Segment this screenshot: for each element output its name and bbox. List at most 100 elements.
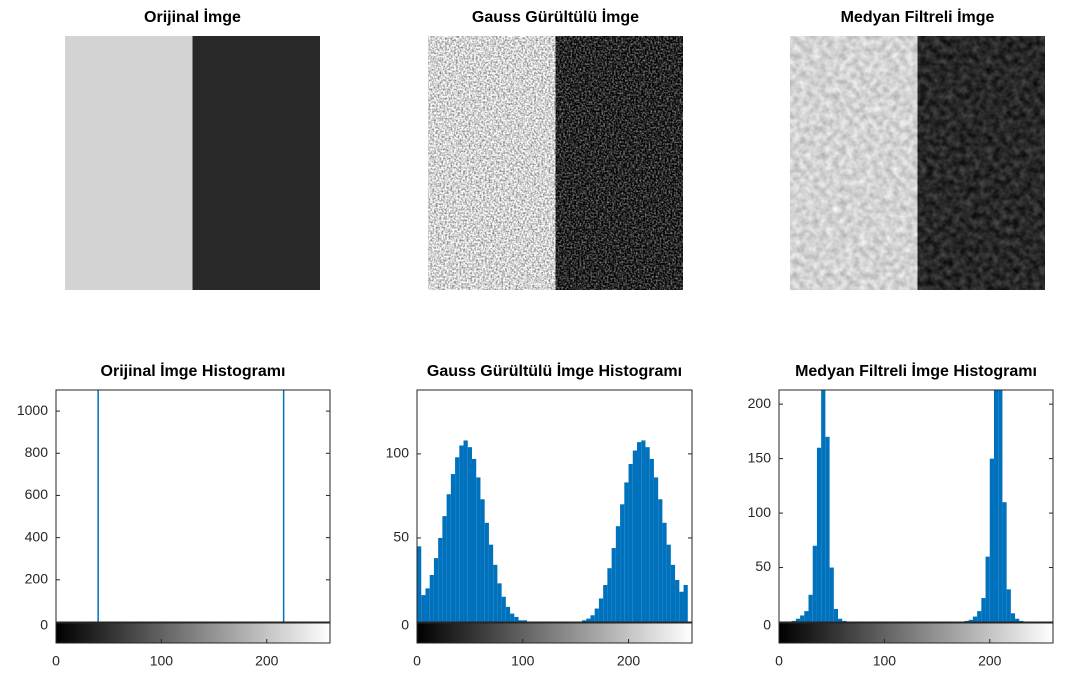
hist-bar xyxy=(977,611,981,622)
panel-title: Gauss Gürültülü İmge Histogramı xyxy=(427,362,682,380)
y-tick-label: 150 xyxy=(748,449,772,465)
hist-bar xyxy=(472,459,476,622)
x-tick-label: 100 xyxy=(873,653,897,669)
hist-bar xyxy=(497,583,501,622)
hist-bar xyxy=(821,361,825,622)
hist-bar xyxy=(654,477,658,622)
panel-title: Medyan Filtreli İmge xyxy=(841,8,995,26)
hist-bar xyxy=(1007,589,1011,622)
x-tick-label: 100 xyxy=(150,653,174,669)
hist-bar xyxy=(417,546,421,622)
panel-title: Orijinal İmge xyxy=(144,8,241,26)
colorbar xyxy=(417,623,692,643)
hist-bar xyxy=(514,617,518,622)
hist-bar xyxy=(510,614,514,622)
image-region xyxy=(428,36,556,290)
hist-bar xyxy=(645,447,649,622)
hist-bar xyxy=(480,499,484,622)
panel-title: Orijinal İmge Histogramı xyxy=(101,362,286,380)
hist-bar xyxy=(998,371,1002,622)
colorbar xyxy=(56,623,330,643)
y-tick-label: 100 xyxy=(748,504,772,520)
hist-bar xyxy=(973,617,977,622)
hist-bar xyxy=(489,545,493,622)
hist-bar xyxy=(421,595,425,622)
hist-bar xyxy=(447,494,451,622)
hist-bar xyxy=(455,457,459,622)
x-tick-label: 0 xyxy=(52,653,60,669)
hist-bar xyxy=(476,477,480,622)
hist-bar xyxy=(990,459,994,622)
hist-bar xyxy=(438,538,442,622)
hist-bar xyxy=(599,598,603,622)
hist-bar xyxy=(607,568,611,622)
hist-bar xyxy=(620,504,624,622)
hist-bar xyxy=(464,440,468,622)
hist-bar xyxy=(506,607,510,622)
x-tick-label: 0 xyxy=(775,653,783,669)
hist-bar xyxy=(502,597,506,622)
image xyxy=(790,36,1045,290)
image xyxy=(428,36,683,290)
panel-title: Medyan Filtreli İmge Histogramı xyxy=(795,362,1037,380)
hist-bar xyxy=(616,526,620,622)
hist-bar xyxy=(459,445,463,622)
x-tick-label: 200 xyxy=(978,653,1002,669)
hist-bar xyxy=(451,474,455,622)
x-tick-label: 200 xyxy=(255,653,279,669)
hist-bar xyxy=(434,558,438,622)
hist-bar xyxy=(637,442,641,622)
y-tick-label: 200 xyxy=(25,571,49,587)
hist-bar xyxy=(817,448,821,622)
y-tick-label: 1000 xyxy=(17,402,48,418)
hist-bar xyxy=(986,557,990,622)
hist-bar xyxy=(493,565,497,622)
colorbar xyxy=(779,623,1053,643)
hist-bar xyxy=(662,523,666,622)
page: {"chart_data": [ {"type": "image", "titl… xyxy=(0,0,1085,677)
hist-bar xyxy=(830,568,834,622)
hist-bar xyxy=(679,592,683,622)
y-tick-label: 0 xyxy=(40,617,48,633)
hist-bar xyxy=(624,482,628,622)
x-tick-label: 100 xyxy=(511,653,535,669)
hist-bar xyxy=(658,499,662,622)
y-tick-label: 50 xyxy=(755,558,771,574)
hist-bar xyxy=(1002,502,1006,622)
hist-bar xyxy=(595,609,599,622)
hist-bar xyxy=(586,619,590,622)
y-tick-label: 50 xyxy=(393,529,409,545)
hist-bar xyxy=(994,361,998,622)
hist-bar xyxy=(671,565,675,622)
hist-bar xyxy=(641,440,645,622)
hist-bar xyxy=(485,523,489,622)
hist-bar xyxy=(430,575,434,622)
hist-bar xyxy=(1011,613,1015,622)
hist-bar xyxy=(981,598,985,622)
image-region xyxy=(65,36,193,290)
y-tick-label: 0 xyxy=(763,617,771,633)
x-tick-label: 0 xyxy=(413,653,421,669)
hist-bar xyxy=(825,437,829,622)
hist-bar xyxy=(804,611,808,622)
hist-bar xyxy=(612,548,616,622)
y-tick-label: 800 xyxy=(25,444,49,460)
hist-bar xyxy=(629,464,633,622)
image xyxy=(65,36,320,290)
hist-bar xyxy=(675,580,679,622)
y-tick-label: 100 xyxy=(386,445,410,461)
y-tick-label: 400 xyxy=(25,528,49,544)
image-region xyxy=(790,36,918,290)
panel-title: Gauss Gürültülü İmge xyxy=(472,8,639,26)
hist-bar xyxy=(800,615,804,622)
x-tick-label: 200 xyxy=(617,653,641,669)
hist-bar xyxy=(633,451,637,622)
y-tick-label: 0 xyxy=(401,617,409,633)
hist-bar xyxy=(684,585,688,622)
y-tick-label: 200 xyxy=(748,395,772,411)
image-region xyxy=(918,36,1046,290)
y-tick-label: 600 xyxy=(25,486,49,502)
hist-bar xyxy=(425,588,429,622)
hist-bar xyxy=(809,595,813,622)
hist-bar xyxy=(442,516,446,622)
